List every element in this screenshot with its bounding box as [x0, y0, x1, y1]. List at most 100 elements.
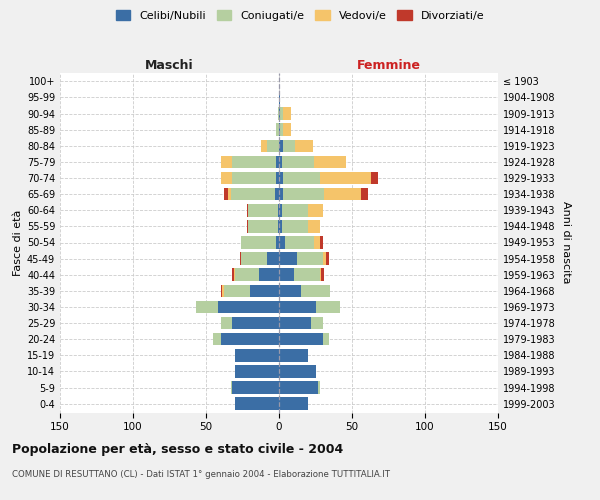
Bar [320, 172, 371, 184]
Bar [320, 236, 323, 249]
Bar [232, 317, 279, 330]
Bar [296, 252, 323, 265]
Bar [279, 204, 282, 216]
Bar [221, 333, 279, 345]
Bar [239, 252, 241, 265]
Bar [324, 188, 361, 200]
Bar [268, 252, 279, 265]
Bar [247, 220, 248, 232]
Bar [221, 284, 222, 297]
Bar [279, 188, 283, 200]
Bar [280, 108, 283, 120]
Bar [326, 252, 329, 265]
Bar [322, 268, 324, 281]
Bar [278, 204, 279, 216]
Bar [259, 268, 279, 281]
Text: Femmine: Femmine [356, 59, 421, 72]
Text: Popolazione per età, sesso e stato civile - 2004: Popolazione per età, sesso e stato civil… [12, 442, 343, 456]
Bar [241, 252, 268, 265]
Bar [279, 172, 283, 184]
Bar [279, 300, 316, 313]
Bar [228, 188, 231, 200]
Bar [224, 188, 228, 200]
Bar [247, 204, 248, 216]
Bar [248, 204, 278, 216]
Bar [250, 284, 279, 297]
Bar [221, 156, 232, 168]
Bar [196, 300, 218, 313]
Bar [283, 108, 290, 120]
Bar [235, 365, 279, 378]
Bar [214, 333, 221, 345]
Bar [278, 220, 279, 232]
Bar [279, 91, 280, 104]
Bar [308, 204, 323, 216]
Bar [320, 268, 322, 281]
Bar [283, 140, 295, 152]
Bar [282, 156, 314, 168]
Y-axis label: Fasce di età: Fasce di età [13, 210, 23, 276]
Bar [279, 108, 280, 120]
Bar [301, 284, 330, 297]
Bar [222, 284, 224, 297]
Bar [276, 236, 279, 249]
Bar [268, 140, 279, 152]
Bar [316, 300, 340, 313]
Bar [283, 172, 320, 184]
Bar [361, 188, 368, 200]
Bar [282, 220, 308, 232]
Text: Maschi: Maschi [145, 59, 194, 72]
Bar [308, 220, 320, 232]
Bar [282, 204, 308, 216]
Bar [276, 156, 279, 168]
Bar [279, 220, 282, 232]
Bar [235, 398, 279, 410]
Bar [231, 188, 275, 200]
Bar [295, 140, 313, 152]
Bar [279, 252, 296, 265]
Bar [323, 252, 326, 265]
Bar [231, 381, 232, 394]
Bar [232, 381, 279, 394]
Bar [262, 140, 268, 152]
Bar [279, 268, 293, 281]
Bar [279, 124, 280, 136]
Bar [285, 236, 314, 249]
Bar [319, 381, 320, 394]
Bar [278, 108, 279, 120]
Bar [293, 268, 320, 281]
Bar [235, 268, 259, 281]
Bar [218, 300, 279, 313]
Bar [279, 156, 282, 168]
Bar [221, 317, 232, 330]
Bar [235, 349, 279, 362]
Bar [279, 333, 323, 345]
Y-axis label: Anni di nascita: Anni di nascita [561, 201, 571, 283]
Text: COMUNE DI RESUTTANO (CL) - Dati ISTAT 1° gennaio 2004 - Elaborazione TUTTITALIA.: COMUNE DI RESUTTANO (CL) - Dati ISTAT 1°… [12, 470, 390, 479]
Bar [276, 172, 279, 184]
Bar [224, 284, 250, 297]
Bar [279, 236, 285, 249]
Legend: Celibi/Nubili, Coniugati/e, Vedovi/e, Divorziati/e: Celibi/Nubili, Coniugati/e, Vedovi/e, Di… [111, 6, 489, 25]
Bar [283, 124, 290, 136]
Bar [241, 236, 276, 249]
Bar [279, 349, 308, 362]
Bar [248, 220, 278, 232]
Bar [221, 172, 232, 184]
Bar [234, 268, 235, 281]
Bar [232, 172, 276, 184]
Bar [279, 381, 319, 394]
Bar [283, 188, 324, 200]
Bar [371, 172, 378, 184]
Bar [279, 284, 301, 297]
Bar [276, 124, 279, 136]
Bar [279, 365, 316, 378]
Bar [275, 188, 279, 200]
Bar [279, 398, 308, 410]
Bar [279, 317, 311, 330]
Bar [311, 317, 323, 330]
Bar [232, 156, 276, 168]
Bar [232, 268, 234, 281]
Bar [314, 236, 320, 249]
Bar [323, 333, 329, 345]
